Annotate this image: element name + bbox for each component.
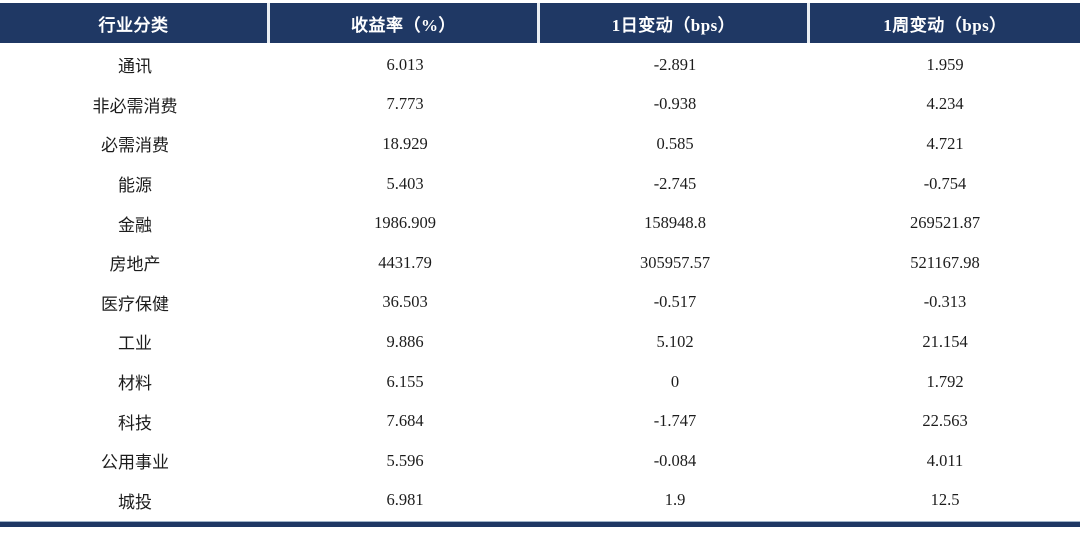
cell-yield: 6.155 [386,371,424,391]
cell-1day-change: -2.891 [653,54,697,74]
cell-1week-change: 21.154 [922,331,968,351]
column-header-yield: 收益率（%） [270,3,540,43]
cell-industry: 非必需消费 [92,96,178,116]
cell-industry: 能源 [118,176,152,196]
cell-1week-change: 1.959 [926,54,964,74]
cell-1day-change: -0.517 [653,292,697,312]
cell-yield: 1986.909 [374,213,436,233]
cell-industry: 科技 [118,413,152,433]
column-header-industry: 行业分类 [0,3,270,43]
cell-1day-change: 5.102 [656,331,694,351]
cell-industry: 医疗保健 [101,294,169,314]
cell-yield: 5.403 [386,173,424,193]
cell-1day-change: -2.745 [653,173,697,193]
cell-industry: 工业 [118,334,152,354]
table-row: 科技 7.684 -1.747 22.563 [0,401,1080,441]
table-row: 工业 9.886 5.102 21.154 [0,322,1080,362]
cell-yield: 6.981 [386,490,424,510]
table-row: 医疗保健 36.503 -0.517 -0.313 [0,283,1080,323]
cell-1day-change: 0 [670,371,680,391]
table-bottom-rule [0,521,1080,527]
cell-1week-change: 1.792 [926,371,964,391]
cell-1day-change: 305957.57 [639,252,711,272]
cell-industry: 房地产 [109,255,161,275]
industry-yield-table: 行业分类 收益率（%） 1日变动（bps） 1周变动（bps） 通讯 6.013 -… [0,3,1080,520]
cell-1week-change: 4.234 [926,94,964,114]
cell-yield: 36.503 [382,292,428,312]
cell-1day-change: 158948.8 [644,213,706,233]
cell-industry: 必需消费 [101,136,169,156]
cell-yield: 5.596 [386,450,424,470]
column-header-1day-change: 1日变动（bps） [540,3,810,43]
cell-yield: 7.773 [386,94,424,114]
cell-industry: 材料 [118,374,152,394]
cell-yield: 4431.79 [378,252,432,272]
cell-yield: 9.886 [386,331,424,351]
cell-1day-change: 0.585 [656,133,694,153]
cell-1day-change: -0.938 [653,94,697,114]
cell-yield: 7.684 [386,411,424,431]
table-row: 非必需消费 7.773 -0.938 4.234 [0,85,1080,125]
table-body: 通讯 6.013 -2.891 1.959 非必需消费 7.773 -0.938 4.234 必… [0,45,1080,520]
cell-1week-change: 269521.87 [909,213,981,233]
cell-1day-change: -0.084 [653,450,697,470]
cell-1week-change: 4.721 [926,133,964,153]
cell-industry: 城投 [118,492,152,512]
cell-yield: 6.013 [386,54,424,74]
cell-1week-change: -0.313 [923,292,967,312]
table-row: 必需消费 18.929 0.585 4.721 [0,124,1080,164]
table-row: 材料 6.155 0 1.792 [0,362,1080,402]
table-row: 城投 6.981 1.9 12.5 [0,481,1080,521]
cell-1day-change: 1.9 [664,490,686,510]
table-row: 公用事业 5.596 -0.084 4.011 [0,441,1080,481]
cell-yield: 18.929 [382,133,428,153]
cell-1week-change: -0.754 [923,173,967,193]
cell-1week-change: 4.011 [926,450,964,470]
cell-1week-change: 521167.98 [910,252,980,272]
table-row: 能源 5.403 -2.745 -0.754 [0,164,1080,204]
cell-1week-change: 12.5 [930,490,960,510]
table-row: 通讯 6.013 -2.891 1.959 [0,45,1080,85]
cell-industry: 公用事业 [101,453,169,473]
column-header-1week-change: 1周变动（bps） [810,3,1080,43]
cell-industry: 通讯 [118,57,152,77]
table-row: 金融 1986.909 158948.8 269521.87 [0,203,1080,243]
cell-1day-change: -1.747 [653,411,697,431]
table-row: 房地产 4431.79 305957.57 521167.98 [0,243,1080,283]
table-header-row: 行业分类 收益率（%） 1日变动（bps） 1周变动（bps） [0,3,1080,43]
cell-1week-change: 22.563 [922,411,968,431]
cell-industry: 金融 [118,215,152,235]
